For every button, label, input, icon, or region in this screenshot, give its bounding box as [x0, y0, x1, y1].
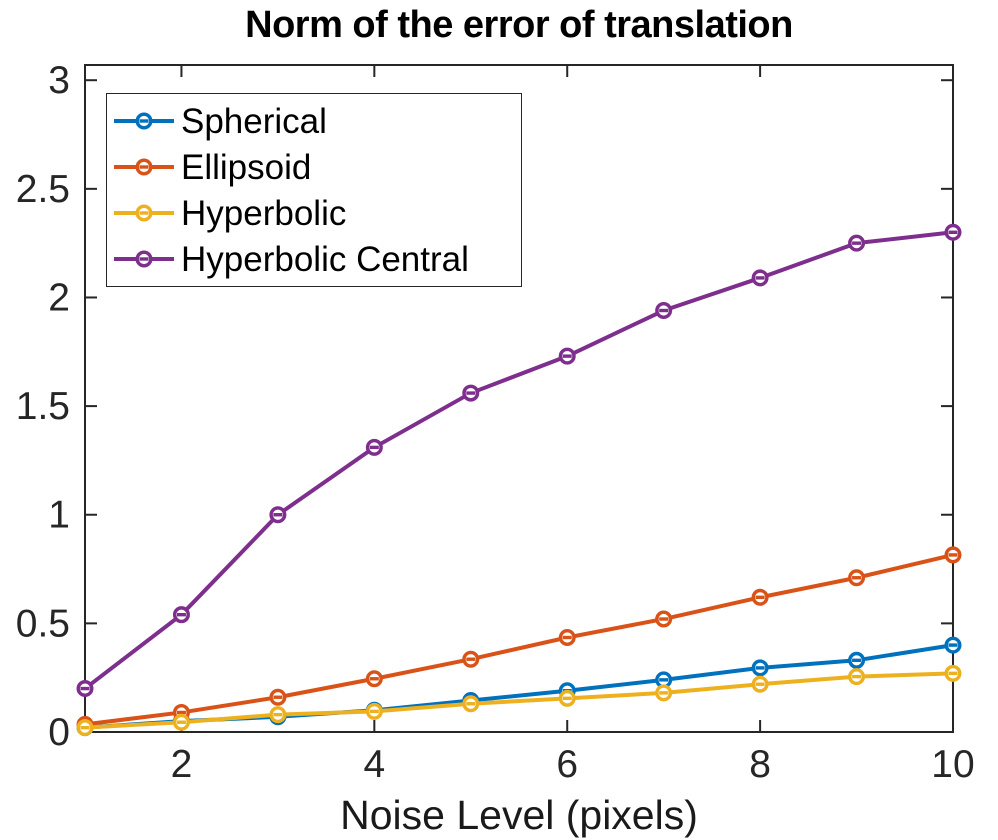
series-line-hyperbolic-central — [83, 230, 955, 691]
chart-title: Norm of the error of translation — [245, 4, 793, 46]
legend-swatch-spherical — [114, 112, 174, 130]
y-tick-label: 0.5 — [16, 602, 70, 645]
series-line-spherical — [83, 643, 955, 730]
legend-label: Spherical — [181, 101, 327, 141]
legend-label: Hyperbolic Central — [181, 239, 469, 279]
y-tick-label: 1.5 — [16, 385, 70, 428]
y-tick-label: 1 — [48, 494, 70, 537]
x-tick-label: 4 — [363, 743, 385, 786]
x-tick-label: 10 — [931, 743, 974, 786]
plot-border — [84, 64, 954, 733]
y-tick-label: 2.5 — [16, 168, 70, 211]
y-tick-label: 0 — [48, 711, 70, 754]
series-line-hyperbolic — [83, 671, 955, 730]
legend-label: Hyperbolic — [181, 193, 347, 233]
legend-swatch-ellipsoid — [114, 158, 174, 176]
x-tick-label: 6 — [556, 743, 578, 786]
legend-item-spherical: Spherical — [113, 98, 521, 144]
y-tick-label: 3 — [48, 59, 70, 102]
legend-swatch-hyperbolic-central — [114, 250, 174, 268]
x-tick-label: 2 — [171, 743, 193, 786]
series-line-ellipsoid — [83, 552, 955, 727]
y-tick-label: 2 — [48, 276, 70, 319]
legend-item-ellipsoid: Ellipsoid — [113, 144, 521, 190]
legend-label: Ellipsoid — [181, 147, 312, 187]
legend-item-hyperbolic: Hyperbolic — [113, 190, 521, 236]
legend-swatch-hyperbolic — [114, 204, 174, 222]
legend-item-hyperbolic-central: Hyperbolic Central — [113, 236, 521, 282]
x-axis-label: Noise Level (pixels) — [340, 792, 698, 838]
x-tick-label: 8 — [749, 743, 771, 786]
legend-box: Spherical Ellipsoid Hyperbolic Hyperbolic C… — [106, 93, 522, 287]
